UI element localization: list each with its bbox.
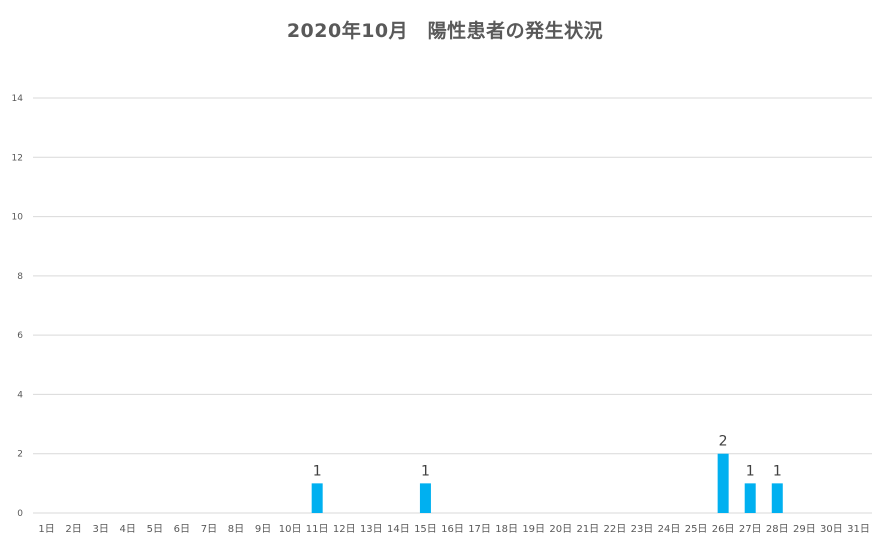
y-tick-label: 4 bbox=[17, 390, 23, 400]
x-tick-label: 14日 bbox=[387, 524, 410, 535]
bar-15日 bbox=[419, 483, 431, 513]
x-tick-label: 19日 bbox=[522, 524, 545, 535]
x-tick-label: 4日 bbox=[120, 524, 136, 535]
x-tick-label: 31日 bbox=[847, 524, 870, 535]
x-tick-label: 27日 bbox=[739, 524, 762, 535]
bar-26日 bbox=[717, 453, 729, 513]
x-tick-label: 13日 bbox=[360, 524, 383, 535]
data-label: 1 bbox=[773, 463, 782, 479]
x-tick-label: 21日 bbox=[576, 524, 599, 535]
gridlines bbox=[33, 97, 872, 514]
x-tick-label: 24日 bbox=[658, 524, 681, 535]
x-tick-label: 29日 bbox=[793, 524, 816, 535]
x-tick-label: 15日 bbox=[414, 524, 437, 535]
x-tick-label: 22日 bbox=[604, 524, 627, 535]
bar-11日 bbox=[311, 483, 323, 513]
x-tick-label: 25日 bbox=[685, 524, 708, 535]
x-tick-label: 26日 bbox=[712, 524, 735, 535]
x-tick-label: 7日 bbox=[201, 524, 217, 535]
data-labels: 1 1 2 1 1 bbox=[313, 434, 782, 480]
y-tick-label: 10 bbox=[12, 213, 24, 223]
y-tick-label: 8 bbox=[17, 272, 23, 282]
chart-title: 2020年10月 陽性患者の発生状況 bbox=[286, 20, 604, 42]
x-tick-label: 17日 bbox=[468, 524, 491, 535]
x-tick-label: 12日 bbox=[333, 524, 356, 535]
x-tick-label: 18日 bbox=[495, 524, 518, 535]
bars bbox=[311, 453, 783, 513]
data-label: 1 bbox=[313, 463, 322, 479]
x-tick-label: 28日 bbox=[766, 524, 789, 535]
x-axis-ticks: 1日 2日 3日 4日 5日 6日 7日 8日 9日 10日 11日 12日 13日 14日 15日 16日 1… bbox=[38, 524, 869, 535]
x-tick-label: 16日 bbox=[441, 524, 464, 535]
x-tick-label: 3日 bbox=[92, 524, 108, 535]
y-tick-label: 14 bbox=[12, 94, 24, 104]
x-tick-label: 10日 bbox=[279, 524, 302, 535]
data-label: 1 bbox=[746, 463, 755, 479]
data-label: 1 bbox=[421, 463, 430, 479]
y-tick-label: 12 bbox=[12, 153, 23, 163]
y-tick-label: 6 bbox=[17, 331, 23, 341]
x-tick-label: 9日 bbox=[255, 524, 271, 535]
y-tick-label: 2 bbox=[17, 450, 23, 460]
x-tick-label: 30日 bbox=[820, 524, 843, 535]
x-tick-label: 6日 bbox=[174, 524, 190, 535]
x-tick-label: 8日 bbox=[228, 524, 244, 535]
bar-28日 bbox=[771, 483, 783, 513]
x-tick-label: 20日 bbox=[549, 524, 572, 535]
data-label: 2 bbox=[719, 434, 728, 450]
y-axis-ticks: 0 2 4 6 8 10 12 14 bbox=[12, 94, 24, 519]
x-tick-label: 1日 bbox=[38, 524, 54, 535]
x-tick-label: 2日 bbox=[65, 524, 81, 535]
y-tick-label: 0 bbox=[17, 509, 23, 519]
x-tick-label: 11日 bbox=[306, 524, 329, 535]
x-tick-label: 5日 bbox=[147, 524, 163, 535]
x-tick-label: 23日 bbox=[631, 524, 654, 535]
bar-27日 bbox=[744, 483, 756, 513]
